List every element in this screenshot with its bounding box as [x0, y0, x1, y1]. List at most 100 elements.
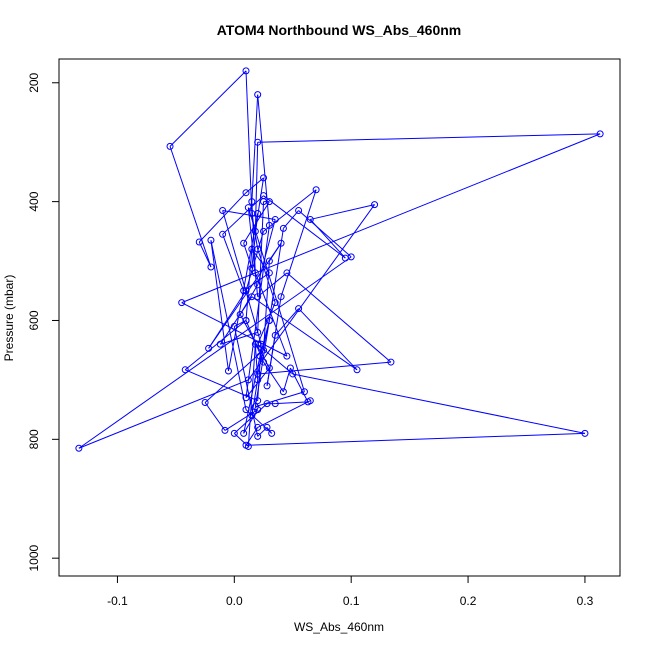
- data-point: [254, 281, 262, 289]
- data-point: [260, 358, 268, 366]
- series-segment: [210, 240, 229, 372]
- series-segment: [210, 240, 247, 410]
- data-point: [251, 227, 259, 235]
- data-point: [295, 207, 303, 215]
- series-segment: [298, 210, 352, 258]
- series-segment: [185, 369, 258, 402]
- x-axis: -0.1 0.0 0.1 0.2 0.3: [107, 575, 594, 608]
- data-point: [230, 322, 238, 330]
- series-segment: [282, 367, 291, 392]
- series-segment: [204, 402, 226, 431]
- data-point: [279, 224, 287, 232]
- data-point: [201, 398, 209, 406]
- data-point: [265, 257, 273, 265]
- series-segment: [243, 243, 253, 269]
- data-point: [242, 287, 250, 295]
- data-point: [236, 311, 244, 319]
- series-segment: [254, 320, 270, 407]
- data-point: [263, 382, 271, 390]
- series-segment: [289, 367, 309, 403]
- data-point: [254, 397, 262, 405]
- data-point: [254, 376, 262, 384]
- data-point: [277, 239, 285, 247]
- data-point: [242, 316, 250, 324]
- data-point: [256, 352, 264, 360]
- data-point: [248, 412, 256, 420]
- data-point: [265, 198, 273, 206]
- data-point: [596, 130, 604, 138]
- data-point: [265, 221, 273, 229]
- series-segment: [251, 296, 358, 371]
- data-point: [295, 305, 303, 313]
- data-point: [283, 352, 291, 360]
- series-segment: [245, 70, 253, 214]
- series-segment: [298, 308, 358, 371]
- series-segment: [292, 373, 586, 434]
- series-segment: [198, 192, 247, 243]
- series-lines: [78, 70, 601, 449]
- data-point: [271, 331, 279, 339]
- data-point: [242, 67, 250, 75]
- data-point: [254, 91, 262, 99]
- data-point: [387, 358, 395, 366]
- data-point: [207, 236, 215, 244]
- series-segment: [222, 234, 245, 291]
- data-point: [371, 201, 379, 209]
- data-point: [353, 366, 361, 374]
- data-point: [581, 429, 589, 437]
- data-point: [216, 340, 224, 348]
- data-point: [254, 328, 262, 336]
- data-point: [312, 186, 320, 194]
- data-point: [242, 394, 250, 402]
- data-point: [286, 364, 294, 372]
- x-tick-label: -0.1: [107, 594, 128, 608]
- y-tick-label: 200: [27, 72, 41, 92]
- data-point: [289, 370, 297, 378]
- series-segment: [257, 361, 391, 375]
- data-point: [178, 299, 186, 307]
- data-point: [251, 340, 259, 348]
- series-segment: [251, 213, 259, 269]
- data-point: [224, 367, 232, 375]
- data-point: [268, 429, 276, 437]
- series-segment: [243, 409, 259, 434]
- data-point: [242, 189, 250, 197]
- data-point: [263, 400, 271, 408]
- series-segment: [78, 379, 249, 449]
- data-point: [271, 215, 279, 223]
- data-point: [240, 429, 248, 437]
- series-segment: [245, 249, 253, 321]
- series-segment: [247, 344, 256, 447]
- y-tick-label: 800: [27, 429, 41, 449]
- data-point: [260, 174, 268, 182]
- data-point: [219, 207, 227, 215]
- data-point: [221, 426, 229, 434]
- x-tick-label: 0.1: [343, 594, 360, 608]
- series-segment: [78, 256, 352, 449]
- data-point: [279, 388, 287, 396]
- data-point: [244, 376, 252, 384]
- data-point: [304, 398, 312, 406]
- data-point: [242, 406, 250, 414]
- x-tick-label: 0.0: [226, 594, 243, 608]
- data-point: [230, 429, 238, 437]
- data-point: [347, 253, 355, 261]
- data-point: [254, 210, 262, 218]
- series-segment: [266, 427, 273, 434]
- data-point: [240, 287, 248, 295]
- data-point: [248, 264, 256, 272]
- series-segment: [266, 335, 276, 386]
- data-point: [240, 239, 248, 247]
- data-point: [166, 142, 174, 150]
- data-point: [181, 366, 189, 374]
- y-tick-label: 1000: [27, 545, 41, 572]
- series-segment: [257, 133, 601, 143]
- series-segment: [255, 391, 305, 408]
- series-segment: [257, 427, 268, 437]
- data-point: [205, 344, 213, 352]
- series-segment: [208, 242, 282, 349]
- series-segment: [274, 308, 299, 336]
- series-segment: [263, 189, 317, 232]
- y-tick-label: 400: [27, 191, 41, 211]
- series-segment: [245, 177, 264, 194]
